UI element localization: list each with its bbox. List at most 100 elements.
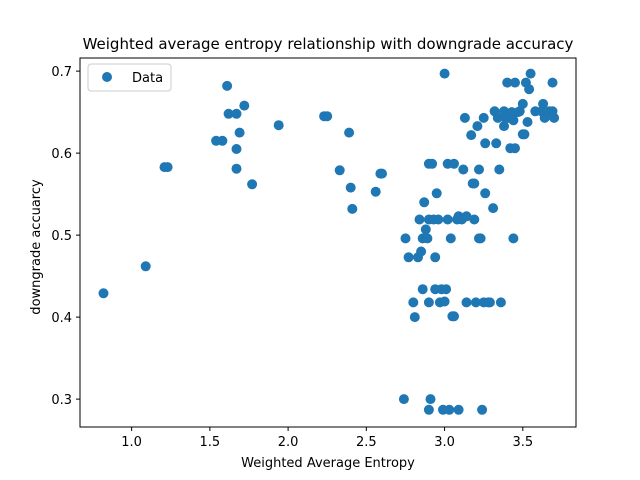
data-point [461, 297, 472, 308]
data-point [484, 297, 495, 308]
data-point [449, 158, 459, 169]
data-point [470, 297, 481, 308]
data-point [322, 111, 333, 122]
legend-box [87, 63, 172, 92]
data-point [477, 404, 488, 415]
data-point [239, 100, 250, 111]
data-point [217, 135, 228, 146]
data-point [409, 312, 420, 323]
data-point [347, 203, 358, 214]
y-tick-label: 0.5 [51, 229, 72, 244]
data-point [469, 178, 480, 189]
points-layer [98, 68, 560, 415]
x-tick-label: 3.0 [434, 435, 455, 450]
data-point [430, 252, 441, 263]
data-point [441, 284, 452, 295]
data-point [480, 188, 491, 199]
x-tick-label: 3.5 [512, 435, 533, 450]
data-point [466, 130, 477, 141]
x-axis-ticks: 1.0 1.5 2.0 2.5 3.0 3.5 [121, 427, 533, 450]
data-point [423, 297, 434, 308]
y-tick-label: 0.7 [51, 65, 72, 80]
x-tick-label: 1.5 [200, 435, 221, 450]
data-point [495, 297, 506, 308]
data-point [445, 233, 456, 244]
x-axis-label: Weighted Average Entropy [241, 456, 415, 471]
data-point [508, 115, 519, 126]
data-point [525, 68, 536, 79]
legend-marker [102, 72, 112, 82]
data-point [433, 214, 444, 225]
data-point [222, 80, 233, 91]
data-point [140, 261, 151, 272]
data-point [334, 165, 345, 176]
data-point [234, 127, 245, 138]
data-point [502, 77, 513, 88]
data-point [522, 117, 533, 127]
data-point [417, 284, 428, 295]
data-point [231, 108, 242, 119]
data-point [162, 162, 173, 173]
x-tick-label: 2.5 [356, 435, 377, 450]
data-point [517, 98, 528, 109]
data-point [403, 252, 414, 263]
data-point [459, 112, 470, 123]
data-point [419, 197, 430, 208]
data-point [431, 188, 442, 199]
data-point [519, 129, 530, 140]
data-point [425, 394, 436, 405]
y-axis-label: downgrade accuarcy [29, 179, 44, 315]
legend: Data [87, 63, 172, 92]
data-point [469, 214, 480, 225]
data-point [458, 164, 469, 175]
data-point [449, 311, 459, 322]
y-tick-label: 0.3 [51, 393, 72, 408]
data-point [414, 214, 425, 225]
data-point [439, 68, 450, 79]
data-point [345, 182, 356, 193]
data-point [400, 233, 411, 244]
data-point [488, 203, 499, 214]
data-point [472, 121, 483, 132]
data-point [231, 144, 242, 154]
data-point [98, 288, 109, 299]
data-point [547, 77, 558, 88]
data-point [398, 394, 409, 405]
data-point [442, 214, 453, 225]
data-point [416, 246, 427, 257]
data-point [510, 77, 520, 88]
y-tick-label: 0.6 [51, 147, 72, 162]
x-tick-label: 2.0 [278, 435, 299, 450]
data-point [439, 296, 450, 307]
y-axis-ticks: 0.3 0.4 0.5 0.6 0.7 [51, 65, 80, 408]
data-point [423, 404, 434, 415]
data-point [524, 84, 535, 95]
data-point [492, 112, 503, 123]
data-point [538, 98, 549, 109]
data-point [453, 404, 464, 415]
data-point [494, 164, 505, 175]
data-point [231, 163, 242, 174]
data-point [491, 138, 502, 149]
data-point [247, 179, 258, 190]
data-point [474, 164, 484, 175]
y-tick-label: 0.4 [51, 311, 72, 326]
x-tick-label: 1.0 [121, 435, 142, 450]
data-point [480, 138, 491, 149]
plot-frame [79, 57, 577, 428]
data-point [475, 233, 486, 244]
legend-label-data: Data [132, 71, 163, 86]
data-point [344, 127, 355, 138]
data-point [223, 108, 234, 119]
chart-title: Weighted average entropy relationship wi… [83, 35, 574, 53]
data-point [461, 211, 472, 222]
data-point [427, 158, 438, 169]
data-point [408, 297, 419, 308]
data-point [510, 143, 520, 154]
data-point [478, 112, 489, 123]
data-point [508, 233, 519, 244]
data-point [422, 233, 433, 244]
data-point [377, 168, 387, 179]
data-point [273, 120, 284, 131]
